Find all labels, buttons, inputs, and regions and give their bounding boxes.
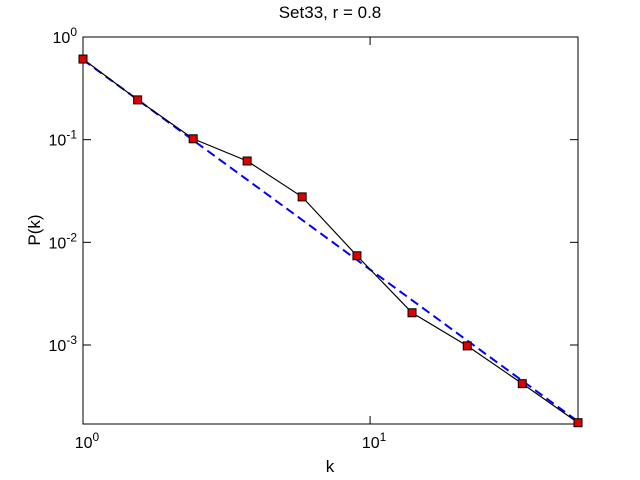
marker	[517, 379, 527, 389]
tick-label: 10-2	[49, 230, 78, 252]
chart-title: Set33, r = 0.8	[279, 3, 382, 22]
tick-label: 100	[53, 25, 78, 47]
tick-label: 10-1	[49, 128, 78, 150]
marker	[297, 192, 307, 202]
series-line	[82, 58, 579, 424]
x-axis-label: k	[326, 457, 335, 476]
marker	[188, 134, 198, 144]
plot-frame	[82, 36, 579, 425]
marker	[78, 54, 88, 64]
tick-label: 101	[362, 430, 387, 452]
tick-label: 100	[75, 430, 100, 452]
marker	[407, 308, 417, 318]
marker	[133, 95, 143, 105]
marker	[242, 156, 252, 166]
marker	[462, 341, 472, 351]
marker	[352, 251, 362, 261]
y-axis-label: P(k)	[25, 214, 44, 245]
marker	[573, 418, 583, 428]
tick-label: 10-3	[49, 333, 78, 355]
